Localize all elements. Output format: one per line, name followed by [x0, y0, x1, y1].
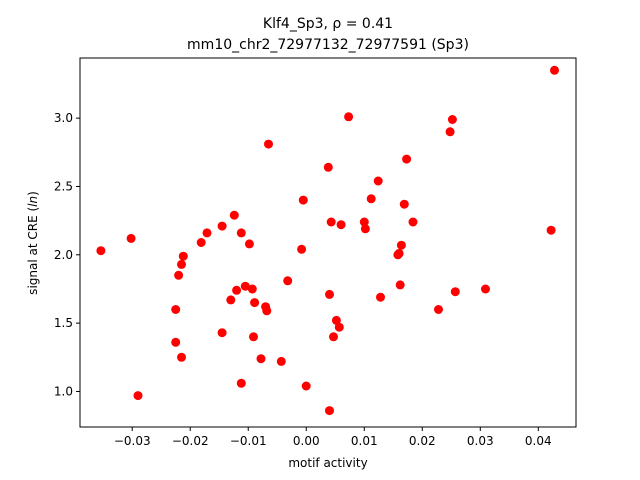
data-point-52	[408, 217, 418, 227]
data-point-57	[481, 284, 490, 294]
data-point-37	[331, 315, 341, 325]
data-point-34	[325, 406, 334, 416]
data-point-45	[376, 292, 385, 302]
data-point-54	[445, 127, 455, 137]
data-point-42	[360, 224, 370, 234]
data-point-8	[178, 251, 188, 261]
data-point-59	[550, 65, 559, 75]
data-point-32	[323, 162, 333, 172]
y-axis-label: signal at CRE (ln)	[26, 191, 40, 295]
data-point-14	[229, 210, 239, 220]
data-point-44	[373, 176, 383, 186]
y-axis-label-main: signal at CRE (	[26, 207, 40, 295]
data-point-2	[133, 391, 143, 401]
data-point-22	[250, 298, 260, 308]
data-point-36	[329, 332, 338, 342]
data-point-58	[546, 225, 556, 235]
data-point-48	[395, 280, 405, 290]
x-tick-label-1: −0.02	[172, 434, 209, 448]
data-point-30	[298, 195, 308, 205]
data-point-28	[283, 276, 293, 286]
data-point-11	[217, 221, 227, 231]
y-tick-label-3: 2.5	[54, 179, 73, 193]
data-point-53	[434, 305, 443, 314]
data-point-16	[236, 228, 246, 238]
data-point-35	[326, 217, 336, 227]
data-point-31	[301, 381, 311, 391]
data-point-7	[177, 259, 186, 269]
y-tick-label-0: 1.0	[54, 384, 73, 398]
y-tick-label-2: 2.0	[54, 248, 73, 262]
data-point-29	[297, 244, 307, 254]
x-tick-label-2: −0.01	[230, 434, 267, 448]
x-tick-label-7: 0.04	[525, 434, 552, 448]
data-point-39	[336, 220, 346, 230]
data-point-6	[177, 352, 186, 362]
data-point-4	[171, 337, 181, 347]
data-point-41	[359, 217, 369, 227]
data-point-50	[399, 199, 409, 209]
data-point-38	[334, 322, 344, 332]
data-point-33	[325, 289, 334, 299]
data-point-10	[202, 228, 212, 238]
data-point-43	[366, 194, 376, 204]
data-point-9	[196, 238, 206, 247]
data-point-23	[256, 354, 266, 364]
x-tick-label-3: 0.00	[293, 434, 320, 448]
data-point-47	[394, 248, 404, 258]
data-point-49	[396, 240, 406, 250]
data-point-5	[174, 270, 184, 280]
data-point-27	[276, 356, 286, 366]
y-axis-ticks: 1.0 1.5 2.0 2.5 3.0	[54, 111, 80, 398]
data-point-12	[217, 328, 227, 338]
data-point-26	[264, 139, 273, 149]
data-point-17	[236, 378, 246, 388]
data-point-21	[249, 332, 258, 342]
x-axis-label: motif activity	[288, 456, 367, 470]
data-point-40	[344, 112, 354, 122]
data-point-56	[450, 287, 460, 297]
data-point-0	[96, 246, 106, 256]
data-point-13	[226, 295, 236, 305]
y-axis-label-ln: ln	[26, 196, 40, 207]
data-points	[96, 65, 559, 416]
x-tick-label-0: −0.03	[114, 434, 151, 448]
data-point-19	[244, 239, 254, 249]
y-tick-label-1: 1.5	[54, 316, 73, 330]
data-point-51	[402, 154, 412, 164]
data-point-55	[447, 115, 457, 124]
y-tick-label-4: 3.0	[54, 111, 73, 125]
plot-area-frame	[79, 57, 577, 428]
data-point-1	[126, 233, 136, 243]
x-tick-label-4: 0.01	[351, 434, 378, 448]
data-point-3	[171, 305, 181, 314]
data-point-25	[262, 306, 272, 316]
data-point-18	[240, 281, 250, 291]
y-axis-label-close: )	[26, 191, 40, 196]
chart-title-line-2: mm10_chr2_72977132_72977591 (Sp3)	[187, 37, 469, 53]
x-axis-ticks: −0.03 −0.02 −0.01 0.00 0.01 0.02 0.03 0.04	[114, 427, 552, 448]
chart-title-line-1: Klf4_Sp3, ρ = 0.41	[263, 16, 393, 32]
data-point-15	[232, 285, 242, 295]
x-tick-label-6: 0.03	[467, 434, 494, 448]
data-point-20	[247, 284, 257, 294]
x-tick-label-5: 0.02	[409, 434, 436, 448]
